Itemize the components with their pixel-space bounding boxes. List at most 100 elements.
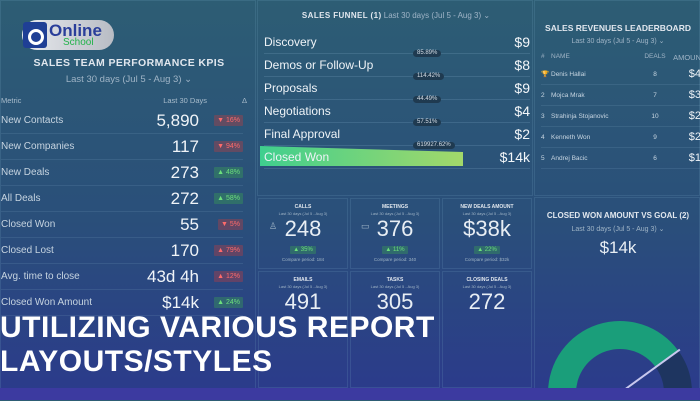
tile-title: NEW DEALS AMOUNT — [460, 204, 514, 210]
delta-badge: ▲ 12% — [214, 271, 243, 282]
banner-title: UTILIZING VARIOUS REPORT LAYOUTS/STYLES — [0, 311, 435, 378]
delta-badge: ▲ 35% — [290, 246, 316, 254]
tile-range: Last 30 days (Jul 5 - Aug 3) — [370, 211, 420, 216]
stage-name: Final Approval — [264, 127, 341, 141]
metric-tile[interactable]: NEW DEALS AMOUNT Last 30 days (Jul 5 - A… — [442, 198, 532, 269]
metric-label: Closed Won Amount — [1, 297, 92, 308]
compare-period: Compare period: 184 — [281, 257, 325, 262]
metric-label: New Companies — [1, 141, 75, 152]
online-school-logo: Online School — [22, 20, 114, 50]
tile-title: CALLS — [294, 204, 312, 210]
tile-range: Last 30 days (Jul 5 - Aug 3) — [462, 211, 512, 216]
delta-badge: ▲ 79% — [214, 245, 243, 256]
kpi-row: Avg. time to close 43d 4h ▲ 12% — [1, 264, 243, 290]
leaderboard-row[interactable]: 5 Andrej Bacic 6 $1 — [541, 148, 700, 169]
rep-name: Denis Hallai — [551, 70, 586, 78]
metric-value: 272 — [170, 188, 199, 208]
kpi-row: Closed Lost 170 ▲ 79% — [1, 238, 243, 264]
leaderboard-row[interactable]: 3 Strahinja Stojanovic 10 $2 — [541, 106, 700, 127]
tile-title: CLOSING DEALS — [466, 277, 508, 283]
col-amount: AMOUN — [673, 53, 700, 62]
metric-label: Closed Lost — [1, 245, 54, 256]
amount: $4 — [688, 68, 700, 80]
tile-value: 491 — [284, 289, 322, 314]
deals: 7 — [653, 91, 657, 99]
date-range-dropdown[interactable]: Last 30 days (Jul 5 - Aug 3) ⌄ — [571, 226, 665, 233]
delta-badge: ▲ 48% — [214, 167, 243, 178]
kpi-row: Closed Won 55 ▼ 5% — [1, 212, 243, 238]
funnel-stage[interactable]: Negotiations $4 — [264, 100, 530, 123]
deals: 6 — [653, 154, 657, 162]
metric-tile[interactable]: CALLS Last 30 days (Jul 5 - Aug 3) 248 ▲… — [258, 198, 348, 269]
rank: 3 — [541, 112, 545, 120]
date-range-label: Last 30 days (Jul 5 - Aug 3) — [65, 74, 182, 85]
stage-amount: $9 — [514, 34, 530, 50]
conversion-rate: 44.49% — [413, 96, 442, 103]
gauge-filled-arc — [548, 321, 679, 393]
rank: 🏆 — [541, 71, 550, 78]
metric-value: 43d 4h — [147, 266, 199, 286]
delta-badge: ▼ 94% — [214, 141, 243, 152]
kpi-row: New Contacts 5,890 ▼ 16% — [1, 108, 243, 134]
leaderboard-header: # NAME DEALS AMOUN — [541, 53, 700, 62]
metric-tile[interactable]: TASKS Last 30 days (Jul 5 - Aug 3) 305 — [350, 271, 440, 388]
funnel-stage[interactable]: Proposals $9 — [264, 77, 530, 100]
funnel-stage[interactable]: Closed Won $14k — [264, 146, 530, 169]
date-range-label: Last 30 days (Jul 5 - Aug 3) — [571, 38, 657, 45]
stage-name: Negotiations — [264, 104, 331, 118]
date-range-dropdown[interactable]: Last 30 days (Jul 5 - Aug 3) ⌄ — [383, 11, 491, 20]
rep-name: Kenneth Won — [551, 133, 591, 141]
stage-amount: $2 — [514, 126, 530, 142]
stage-amount: $8 — [514, 57, 530, 73]
delta-badge: ▼ 16% — [214, 115, 243, 126]
tile-value: $38k — [463, 216, 511, 241]
funnel-stage[interactable]: Final Approval $2 — [264, 123, 530, 146]
col-metric: Metric — [1, 96, 22, 105]
rep-name: Mojca Mrak — [551, 91, 585, 99]
user-icon: ♙ — [269, 221, 278, 231]
rep-name: Strahinja Stojanovic — [551, 112, 609, 120]
panel-title: SALES REVENUES LEADERBOARD — [545, 23, 691, 33]
tile-title: TASKS — [386, 277, 404, 283]
tile-range: Last 30 days (Jul 5 - Aug 3) — [370, 284, 420, 289]
gauge-chart — [548, 321, 692, 394]
funnel-stage[interactable]: Demos or Follow-Up $8 — [264, 54, 530, 77]
date-range-dropdown[interactable]: Last 30 days (Jul 5 - Aug 3) ⌄ — [571, 38, 665, 45]
metric-tile[interactable]: MEETINGS Last 30 days (Jul 5 - Aug 3) 37… — [350, 198, 440, 269]
gauge-value: $14k — [599, 238, 637, 257]
amount: $3 — [688, 89, 700, 101]
logo-mark-icon — [23, 22, 47, 48]
metric-label: Avg. time to close — [1, 271, 80, 282]
panel-title: SALES TEAM PERFORMANCE KPIS — [33, 57, 225, 69]
funnel-stage[interactable]: Discovery $9 — [264, 31, 530, 54]
leaderboard-panel: SALES REVENUES LEADERBOARD Last 30 days … — [534, 0, 700, 196]
tile-title: EMAILS — [293, 277, 313, 283]
col-name: NAME — [551, 53, 570, 60]
tile-value: 376 — [376, 216, 414, 241]
leaderboard-row[interactable]: 2 Mojca Mrak 7 $3 — [541, 85, 700, 106]
bottom-band — [0, 388, 700, 400]
stage-name: Demos or Follow-Up — [264, 58, 374, 72]
kpi-row: Closed Won Amount $14k ▲ 24% — [1, 290, 243, 316]
metric-label: New Contacts — [1, 115, 64, 126]
col-rank: # — [541, 53, 545, 60]
stage-name: Closed Won — [264, 150, 330, 164]
tile-value: 272 — [468, 289, 506, 314]
conversion-rate: 85.89% — [413, 50, 442, 57]
leaderboard-row[interactable]: 🏆 Denis Hallai 8 $4 — [541, 64, 700, 85]
stage-amount: $4 — [514, 103, 530, 119]
amount: $2 — [688, 110, 700, 122]
metric-value: $14k — [162, 292, 199, 312]
logo-subtext: School — [63, 36, 94, 48]
compare-period: Compare period: $32k — [464, 257, 510, 262]
date-range-dropdown[interactable]: Last 30 days (Jul 5 - Aug 3) ⌄ — [1, 74, 257, 85]
metric-tile[interactable]: CLOSING DEALS Last 30 days (Jul 5 - Aug … — [442, 271, 532, 388]
logo-text: Online — [49, 20, 102, 40]
metric-label: Closed Won — [1, 219, 56, 230]
delta-badge: ▲ 58% — [214, 193, 243, 204]
tile-range: Last 30 days (Jul 5 - Aug 3) — [462, 284, 512, 289]
metric-tile[interactable]: EMAILS Last 30 days (Jul 5 - Aug 3) 491 — [258, 271, 348, 388]
leaderboard-row[interactable]: 4 Kenneth Won 9 $2 — [541, 127, 700, 148]
panel-title: SALES FUNNEL (1) — [301, 11, 382, 20]
stage-amount: $14k — [499, 149, 530, 165]
